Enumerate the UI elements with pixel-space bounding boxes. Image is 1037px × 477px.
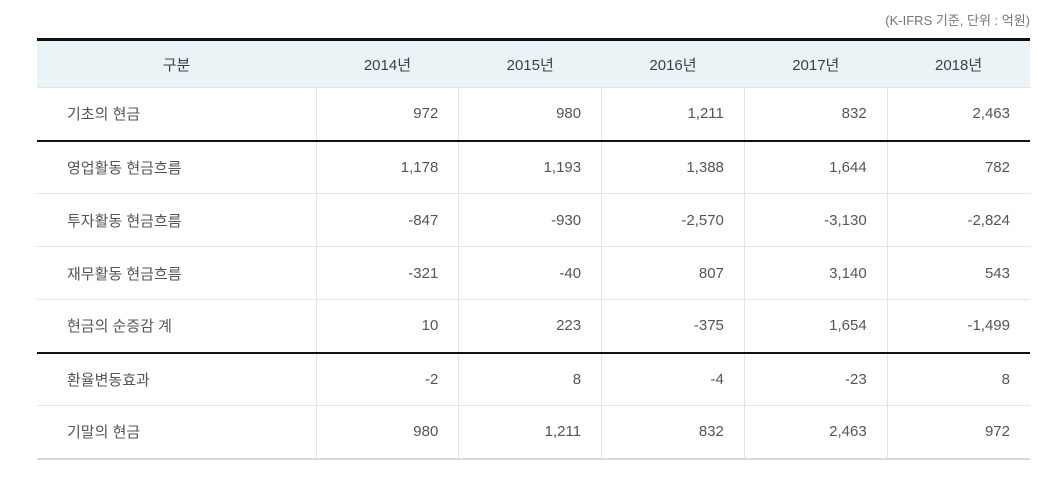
table-body: 기초의 현금 972 980 1,211 832 2,463 영업활동 현금흐름 1,178 1…: [37, 87, 1030, 460]
cell-value: 832: [601, 405, 745, 460]
column-header-2016: 2016년: [601, 39, 745, 88]
table-row: 환율변동효과 -2 8 -4 -23 8: [37, 352, 1030, 406]
table-row: 기초의 현금 972 980 1,211 832 2,463: [37, 87, 1030, 142]
table-header: 구분 2014년 2015년 2016년 2017년 2018년: [37, 39, 1030, 88]
table-row: 투자활동 현금흐름 -847 -930 -2,570 -3,130 -2,824: [37, 193, 1030, 247]
row-label: 기초의 현금: [37, 87, 317, 142]
cell-value: 1,211: [458, 405, 602, 460]
cell-value: 2,463: [743, 405, 888, 460]
cell-value: 1,211: [601, 87, 745, 142]
table-row: 현금의 순증감 계 10 223 -375 1,654 -1,499: [37, 299, 1030, 354]
cell-value: 1,178: [315, 140, 459, 194]
cell-value: -23: [743, 352, 888, 406]
table-row: 영업활동 현금흐름 1,178 1,193 1,388 1,644 782: [37, 140, 1030, 194]
cell-value: -847: [315, 193, 459, 247]
cell-value: 1,644: [743, 140, 888, 194]
cell-value: 223: [458, 299, 602, 354]
cell-value: -321: [315, 246, 459, 300]
cell-value: 980: [458, 87, 602, 142]
cell-value: 1,193: [458, 140, 602, 194]
row-label: 투자활동 현금흐름: [37, 193, 317, 247]
column-header-2015: 2015년: [458, 39, 602, 88]
cell-value: 972: [886, 405, 1030, 460]
row-label: 현금의 순증감 계: [37, 299, 317, 354]
header-row: 구분 2014년 2015년 2016년 2017년 2018년: [37, 39, 1030, 88]
cell-value: 972: [315, 87, 459, 142]
unit-note: (K-IFRS 기준, 단위 : 억원): [885, 13, 1030, 28]
cell-value: 782: [886, 140, 1030, 194]
column-header-2014: 2014년: [316, 39, 459, 88]
cell-value: 1,388: [601, 140, 745, 194]
column-header-2018: 2018년: [887, 39, 1030, 88]
cash-flow-table: 구분 2014년 2015년 2016년 2017년 2018년 기초의 현금 9…: [37, 38, 1030, 460]
cell-value: -2,824: [886, 193, 1030, 247]
cell-value: 543: [886, 246, 1030, 300]
cell-value: 980: [315, 405, 459, 460]
cell-value: -930: [458, 193, 602, 247]
cell-value: 10: [315, 299, 459, 354]
cell-value: -2,570: [601, 193, 745, 247]
table-row: 기말의 현금 980 1,211 832 2,463 972: [37, 405, 1030, 460]
cell-value: 8: [886, 352, 1030, 406]
row-label: 재무활동 현금흐름: [37, 246, 317, 300]
row-label: 기말의 현금: [37, 405, 317, 460]
cell-value: 3,140: [743, 246, 888, 300]
cell-value: -40: [458, 246, 602, 300]
cell-value: 1,654: [743, 299, 888, 354]
row-label: 환율변동효과: [37, 352, 317, 406]
cell-value: -1,499: [886, 299, 1030, 354]
cell-value: 8: [458, 352, 602, 406]
cell-value: 807: [601, 246, 745, 300]
cell-value: -4: [601, 352, 745, 406]
cell-value: 2,463: [886, 87, 1030, 142]
row-label: 영업활동 현금흐름: [37, 140, 317, 194]
cell-value: -3,130: [743, 193, 888, 247]
table-row: 재무활동 현금흐름 -321 -40 807 3,140 543: [37, 246, 1030, 300]
cell-value: -2: [315, 352, 459, 406]
cell-value: 832: [743, 87, 888, 142]
cell-value: -375: [601, 299, 745, 354]
column-header-2017: 2017년: [744, 39, 888, 88]
column-header-category: 구분: [37, 39, 317, 88]
